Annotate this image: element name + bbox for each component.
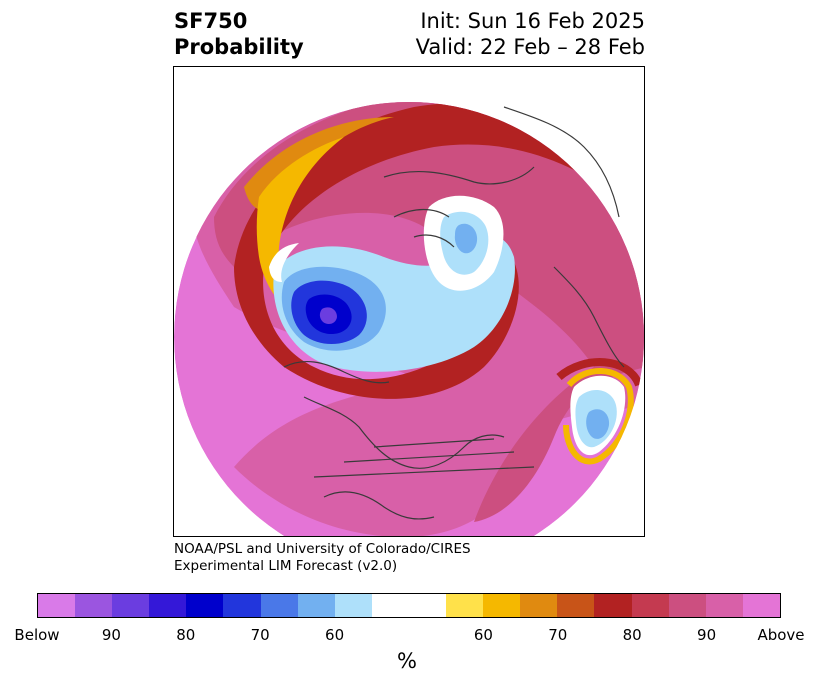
colorbar-below-swatch-0 [38,594,76,617]
product-label: Probability [174,35,304,59]
probability-field [174,102,644,536]
below-arctic-mid [454,223,478,254]
colorbar-unit: % [397,649,417,673]
colorbar-below-swatch-5 [223,594,261,617]
colorbar-tick-label: 60 [473,626,493,644]
init-date: Init: Sun 16 Feb 2025 [420,9,645,33]
colorbar-above-swatch-7 [705,594,743,617]
colorbar-tick-label: 70 [548,626,568,644]
colorbar-below-swatch-8 [334,594,372,617]
attribution-line-1: NOAA/PSL and University of Colorado/CIRE… [174,541,471,557]
below-atlantic-mid [586,409,610,439]
colorbar-above-swatch-8 [742,594,780,617]
forecast-dates: Init: Sun 16 Feb 2025 Valid: 22 Feb – 28… [330,8,645,60]
colorbar-below-swatch-2 [112,594,150,617]
attribution-line-2: Experimental LIM Forecast (v2.0) [174,558,398,574]
colorbar-above-swatch-5 [631,594,669,617]
variable-label: SF750 [174,9,248,33]
valid-range: Valid: 22 Feb – 28 Feb [415,35,645,59]
colorbar-neutral-swatch [371,594,447,617]
colorbar-above-swatch-6 [668,594,706,617]
colorbar-ticks: Below 90 80 70 60 60 70 80 90 Above [0,626,819,646]
colorbar-below-swatch-1 [75,594,113,617]
colorbar-below-swatch-7 [297,594,335,617]
above-atlantic-ring [563,368,634,465]
colorbar-tick-label: Above [757,626,805,644]
colorbar-tick-label: 70 [250,626,270,644]
colorbar-above-swatch-3 [557,594,595,617]
below-region-peak [319,307,337,325]
colorbar [37,593,781,618]
above-atlantic-outer [556,358,643,387]
map-title: SF750 Probability [174,8,304,60]
above-ring-red [234,102,644,399]
colorbar-tick-label: 80 [622,626,642,644]
above-band-rose [214,102,644,522]
colorbar-below-swatch-3 [149,594,187,617]
colorbar-tick-label: 60 [325,626,345,644]
colorbar-tick-label: Below [14,626,60,644]
colorbar-tick-label: 90 [101,626,121,644]
colorbar-tick-label: 90 [697,626,717,644]
above-shell-orange [244,117,394,317]
colorbar-below-swatch-4 [186,594,224,617]
below-region-white [269,243,299,282]
colorbar-above-swatch-0 [446,594,484,617]
colorbar-above-swatch-1 [483,594,521,617]
polar-map [173,66,645,537]
colorbar-below-swatch-6 [260,594,298,617]
colorbar-above-swatch-4 [594,594,632,617]
colorbar-above-swatch-2 [520,594,558,617]
colorbar-tick-label: 80 [176,626,196,644]
attribution: NOAA/PSL and University of Colorado/CIRE… [174,541,471,575]
coastlines [283,106,625,520]
